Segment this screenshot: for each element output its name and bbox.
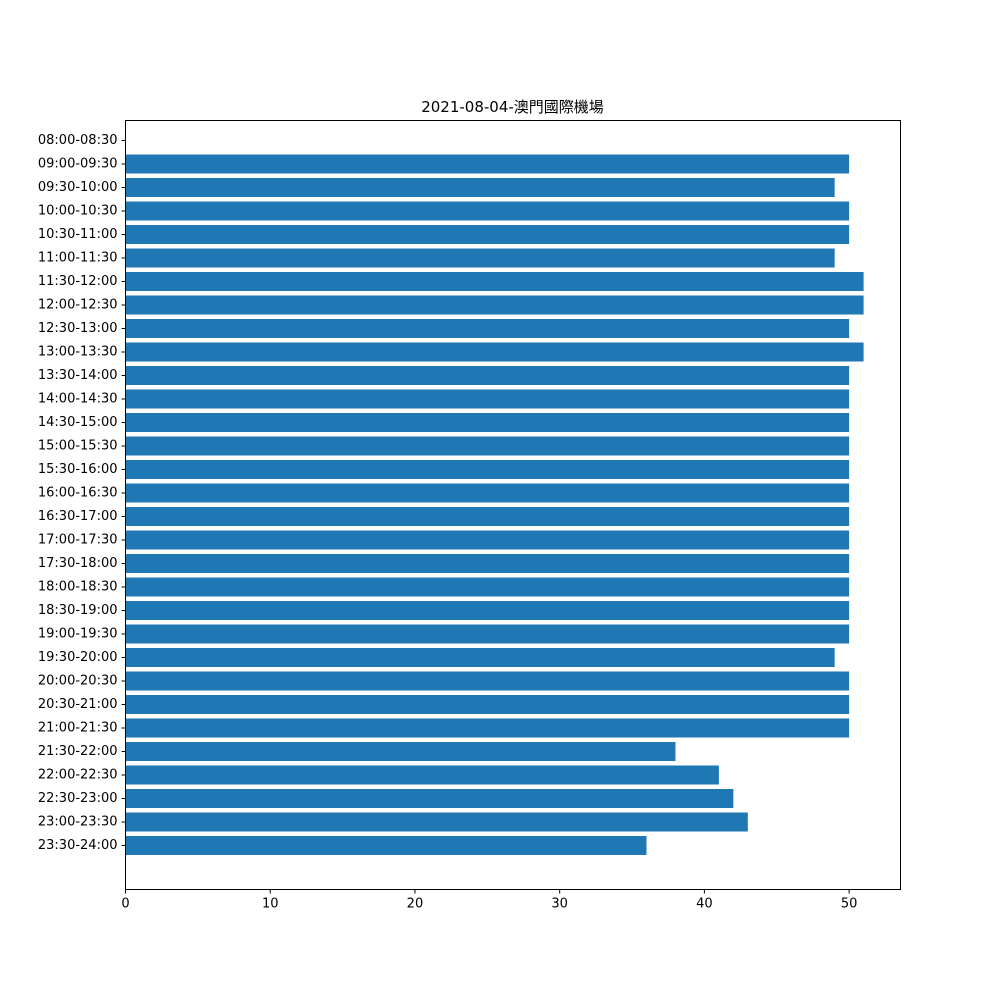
bar-22:30-23:00 — [125, 789, 734, 808]
bar-21:30-22:00 — [125, 742, 676, 761]
y-tick-label: 18:30-19:00 — [38, 603, 118, 618]
bar-17:00-17:30 — [125, 530, 850, 550]
y-tick-label: 11:00-11:30 — [38, 251, 118, 266]
bars-group — [125, 154, 864, 855]
y-tick-label: 13:30-14:00 — [38, 368, 118, 383]
bar-12:30-13:00 — [125, 319, 850, 338]
bar-18:30-19:00 — [125, 601, 850, 620]
y-tick-label: 15:00-15:30 — [38, 439, 118, 454]
y-tick-label: 19:00-19:30 — [38, 627, 118, 642]
y-tick-label: 17:30-18:00 — [38, 556, 118, 571]
y-tick-label: 20:00-20:30 — [38, 674, 118, 689]
bar-09:30-10:00 — [125, 178, 835, 197]
y-tick-label: 21:00-21:30 — [38, 721, 118, 736]
x-tick-label: 50 — [841, 897, 858, 912]
bar-19:00-19:30 — [125, 624, 850, 644]
y-tick-label: 22:00-22:30 — [38, 768, 118, 783]
bar-12:00-12:30 — [125, 295, 864, 315]
y-axis-ticks: 08:00-08:30 09:00-09:30 09:30-10:00 10:00-1… — [38, 133, 126, 853]
bar-22:00-22:30 — [125, 765, 719, 785]
y-tick-label: 09:30-10:00 — [38, 180, 118, 195]
chart-title: 2021-08-04-澳門國際機場 — [421, 98, 604, 116]
y-tick-label: 16:00-16:30 — [38, 486, 118, 501]
y-tick-label: 10:30-11:00 — [38, 227, 118, 242]
bar-11:30-12:00 — [125, 272, 864, 291]
bar-09:00-09:30 — [125, 154, 850, 174]
y-tick-label: 17:00-17:30 — [38, 533, 118, 548]
bar-10:30-11:00 — [125, 225, 850, 244]
y-tick-label: 15:30-16:00 — [38, 462, 118, 477]
y-tick-label: 08:00-08:30 — [38, 133, 118, 148]
bar-23:00-23:30 — [125, 812, 748, 832]
bar-14:00-14:30 — [125, 389, 850, 409]
y-tick-label: 12:00-12:30 — [38, 298, 118, 313]
bar-10:00-10:30 — [125, 201, 850, 221]
y-tick-label: 19:30-20:00 — [38, 650, 118, 665]
bar-21:00-21:30 — [125, 718, 850, 738]
y-tick-label: 23:30-24:00 — [38, 838, 118, 853]
y-tick-label: 13:00-13:30 — [38, 345, 118, 360]
bar-15:30-16:00 — [125, 460, 850, 479]
bar-14:30-15:00 — [125, 413, 850, 432]
y-tick-label: 10:00-10:30 — [38, 204, 118, 219]
bar-19:30-20:00 — [125, 648, 835, 667]
bar-13:00-13:30 — [125, 342, 864, 362]
x-tick-label: 10 — [262, 897, 279, 912]
y-tick-label: 16:30-17:00 — [38, 509, 118, 524]
bar-15:00-15:30 — [125, 436, 850, 456]
y-tick-label: 22:30-23:00 — [38, 791, 118, 806]
x-tick-label: 40 — [696, 897, 713, 912]
bar-11:00-11:30 — [125, 248, 835, 268]
plot-frame — [125, 120, 901, 890]
y-tick-label: 09:00-09:30 — [38, 157, 118, 172]
bar-17:30-18:00 — [125, 554, 850, 573]
y-tick-label: 14:30-15:00 — [38, 415, 118, 430]
y-tick-label: 23:00-23:30 — [38, 815, 118, 830]
y-tick-label: 18:00-18:30 — [38, 580, 118, 595]
bar-16:00-16:30 — [125, 483, 850, 503]
bar-16:30-17:00 — [125, 507, 850, 526]
bar-23:30-24:00 — [125, 836, 647, 855]
bar-20:00-20:30 — [125, 671, 850, 691]
x-axis-ticks: 0 10 20 30 40 50 — [121, 889, 858, 912]
y-tick-label: 20:30-21:00 — [38, 697, 118, 712]
y-tick-label: 21:30-22:00 — [38, 744, 118, 759]
x-tick-label: 0 — [121, 897, 129, 912]
y-tick-label: 11:30-12:00 — [38, 274, 118, 289]
x-tick-label: 20 — [407, 897, 424, 912]
bar-20:30-21:00 — [125, 695, 850, 714]
y-tick-label: 14:00-14:30 — [38, 392, 118, 407]
x-tick-label: 30 — [551, 897, 568, 912]
bar-13:30-14:00 — [125, 366, 850, 385]
bar-18:00-18:30 — [125, 577, 850, 597]
y-tick-label: 12:30-13:00 — [38, 321, 118, 336]
